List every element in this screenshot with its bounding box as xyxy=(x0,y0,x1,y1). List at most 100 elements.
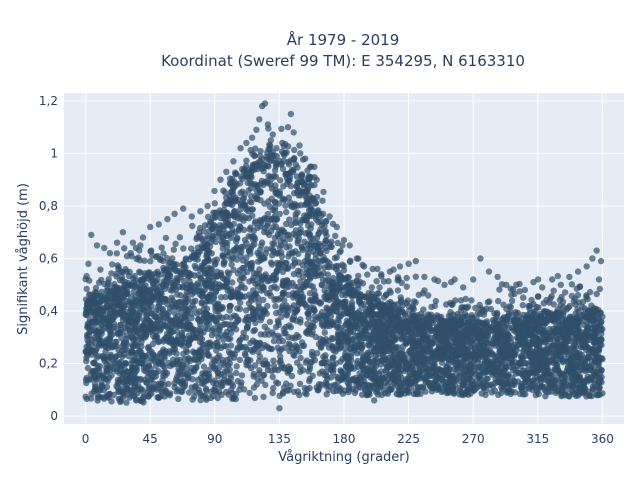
data-point xyxy=(256,189,264,196)
data-point xyxy=(113,352,121,360)
data-point xyxy=(172,286,180,293)
data-point xyxy=(329,343,336,350)
data-point xyxy=(236,356,244,364)
data-point xyxy=(522,379,529,386)
data-point xyxy=(274,259,281,267)
data-point xyxy=(135,290,142,297)
data-point xyxy=(116,370,123,377)
data-point xyxy=(325,359,333,366)
data-point xyxy=(212,307,219,315)
data-point xyxy=(200,363,208,370)
data-point xyxy=(83,395,91,403)
data-point xyxy=(183,348,191,356)
data-point xyxy=(159,305,166,313)
data-point xyxy=(115,361,123,368)
data-point xyxy=(475,372,483,380)
data-point xyxy=(320,253,327,261)
data-point xyxy=(256,340,264,348)
data-points xyxy=(82,100,606,412)
data-point xyxy=(289,279,296,287)
data-point xyxy=(176,356,184,364)
data-point xyxy=(584,353,592,361)
data-point xyxy=(242,307,250,314)
data-point xyxy=(191,262,198,269)
data-point xyxy=(154,297,161,304)
data-point xyxy=(227,286,234,293)
data-point xyxy=(245,300,253,307)
data-point xyxy=(459,344,466,351)
data-point xyxy=(167,324,174,332)
data-point xyxy=(315,314,322,321)
data-point xyxy=(318,343,325,351)
data-point xyxy=(153,332,160,339)
data-point xyxy=(173,328,181,335)
data-point xyxy=(201,258,209,266)
data-point xyxy=(307,296,314,304)
data-point xyxy=(210,379,217,386)
data-point xyxy=(145,362,153,369)
data-point xyxy=(271,240,278,247)
data-point xyxy=(278,304,285,311)
data-point xyxy=(292,342,299,349)
data-point xyxy=(247,233,255,240)
data-point xyxy=(272,199,279,206)
data-point xyxy=(555,382,563,390)
data-point xyxy=(240,226,248,234)
data-point xyxy=(227,342,235,349)
data-point xyxy=(117,398,124,405)
data-point xyxy=(246,198,254,205)
data-point xyxy=(588,375,595,382)
data-point xyxy=(244,323,251,331)
data-point xyxy=(523,330,530,337)
data-point xyxy=(119,390,126,397)
data-point xyxy=(144,373,151,381)
data-point xyxy=(404,366,412,373)
data-point xyxy=(256,370,263,377)
data-point xyxy=(326,260,333,267)
data-point xyxy=(562,392,569,399)
data-point xyxy=(220,261,227,268)
data-point xyxy=(467,361,475,369)
data-point xyxy=(322,368,330,376)
data-point xyxy=(185,389,193,396)
data-point xyxy=(359,391,366,398)
data-point xyxy=(254,249,261,257)
data-point xyxy=(430,355,438,363)
data-point xyxy=(595,379,602,386)
data-point xyxy=(173,274,180,282)
data-point xyxy=(286,250,293,257)
data-point xyxy=(189,348,197,355)
data-point xyxy=(538,367,546,374)
data-point xyxy=(482,391,489,399)
data-point xyxy=(593,391,600,398)
data-point xyxy=(320,353,327,360)
data-point xyxy=(188,310,195,318)
data-point xyxy=(497,379,504,387)
data-point xyxy=(288,372,296,380)
data-point xyxy=(279,268,287,275)
data-point xyxy=(309,372,316,379)
data-point xyxy=(531,369,538,376)
data-point xyxy=(477,345,484,352)
data-point xyxy=(185,356,192,363)
data-point xyxy=(250,227,257,235)
data-point xyxy=(272,302,279,310)
data-point xyxy=(255,274,262,281)
data-point xyxy=(296,391,303,399)
data-point xyxy=(88,336,96,343)
data-point xyxy=(291,219,299,226)
data-point xyxy=(163,370,171,377)
data-point xyxy=(250,384,258,391)
data-point xyxy=(93,354,101,361)
data-point xyxy=(335,318,342,326)
data-point xyxy=(229,279,236,286)
data-point xyxy=(179,371,187,378)
data-point xyxy=(409,338,416,345)
data-point xyxy=(322,382,329,389)
data-point xyxy=(261,323,268,330)
data-point xyxy=(250,287,257,294)
data-point xyxy=(197,330,205,337)
data-point xyxy=(420,384,427,392)
data-point xyxy=(263,290,271,297)
